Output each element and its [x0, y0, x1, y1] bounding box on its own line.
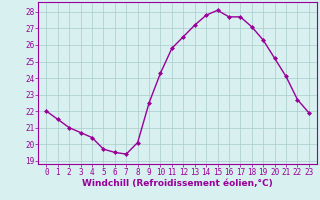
X-axis label: Windchill (Refroidissement éolien,°C): Windchill (Refroidissement éolien,°C) [82, 179, 273, 188]
